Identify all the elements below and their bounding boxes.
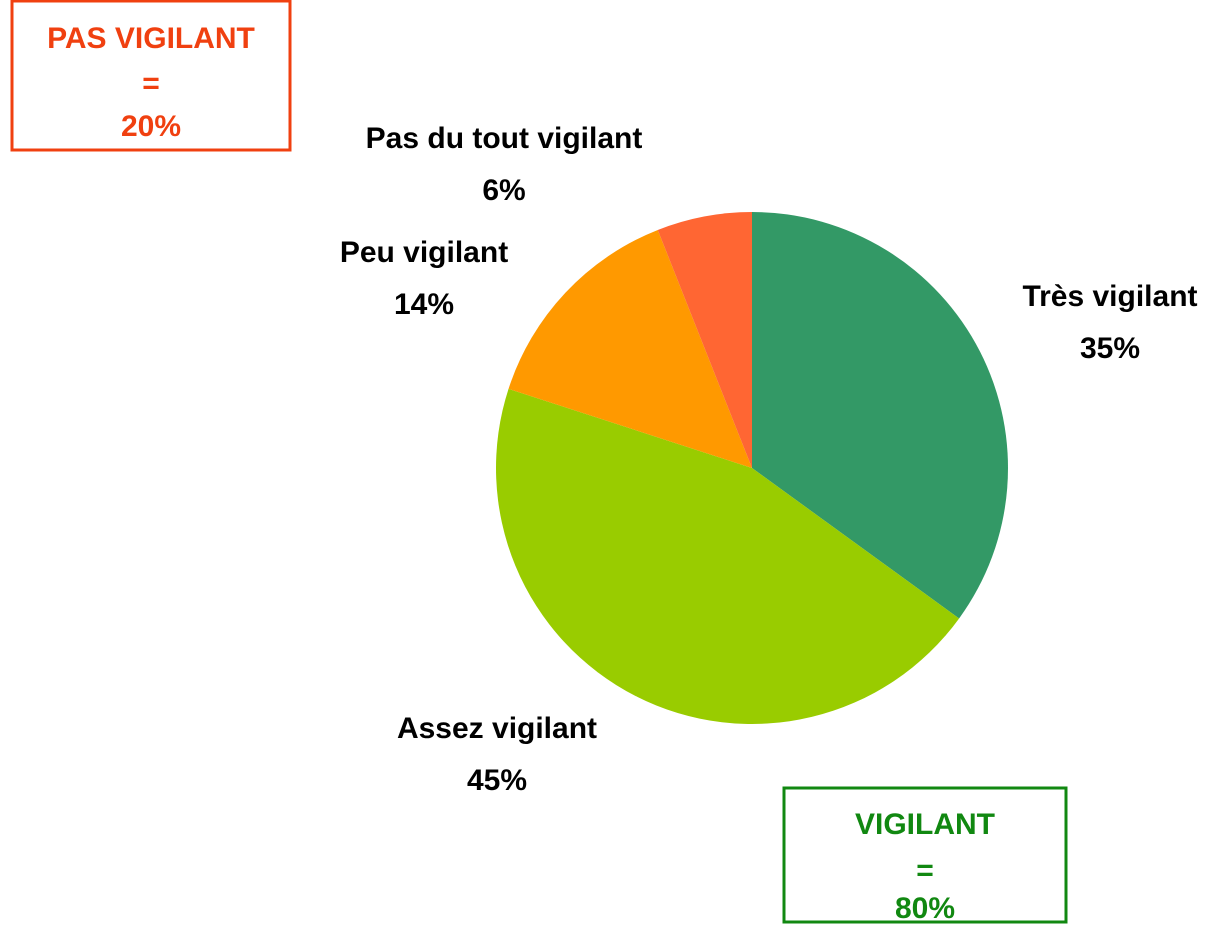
annotation-box <box>10 0 292 152</box>
annotation-text: = <box>916 854 934 887</box>
pie-slice <box>752 212 1008 619</box>
pie-slice <box>508 229 752 468</box>
slice-label: Très vigilant <box>1022 280 1197 313</box>
slice-label: Peu vigilant <box>340 236 508 269</box>
annotation-text: 80% <box>895 892 955 925</box>
slice-value: 45% <box>467 764 527 797</box>
slice-value: 6% <box>482 174 525 207</box>
annotation-text: PAS VIGILANT <box>47 22 255 55</box>
annotation-text: = <box>142 67 160 100</box>
slice-value: 14% <box>394 288 454 321</box>
annotation-text: 20% <box>121 110 181 143</box>
pie-slice <box>496 388 960 724</box>
pie-slice <box>657 212 752 468</box>
annotation-text: VIGILANT <box>855 808 995 841</box>
slice-label: Pas du tout vigilant <box>366 122 643 155</box>
slice-label: Assez vigilant <box>397 712 597 745</box>
annotation-box <box>782 786 1068 924</box>
slice-value: 35% <box>1080 332 1140 365</box>
